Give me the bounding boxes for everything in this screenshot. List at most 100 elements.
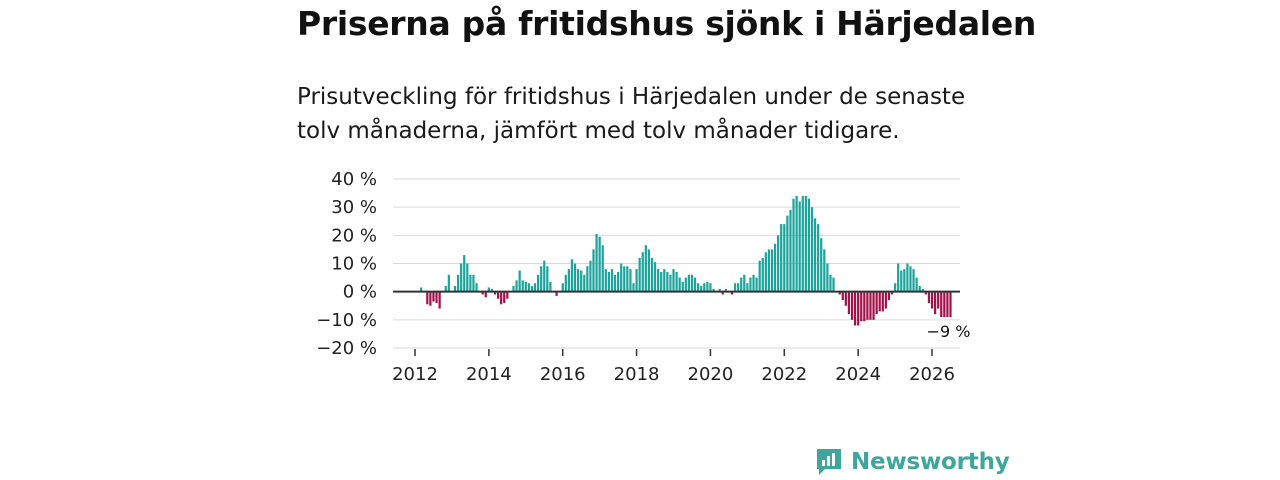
bar: [697, 283, 700, 292]
bar: [832, 277, 835, 292]
x-tick-label: 2016: [540, 364, 586, 385]
bar: [823, 249, 826, 292]
bar: [481, 291, 484, 295]
y-tick-label: −10 %: [316, 310, 377, 331]
bar: [758, 260, 761, 292]
bar: [878, 291, 881, 312]
bar: [512, 286, 515, 292]
bar: [857, 291, 860, 326]
bar: [620, 263, 623, 292]
bar: [623, 266, 626, 292]
bar: [690, 274, 694, 292]
bar: [687, 274, 691, 292]
bar: [850, 291, 854, 320]
bar: [706, 281, 709, 292]
bar: [813, 218, 817, 292]
bar: [912, 269, 915, 292]
bar: [493, 291, 497, 295]
bar: [647, 249, 650, 292]
bar: [881, 291, 884, 312]
bar: [844, 291, 847, 306]
bar: [669, 274, 672, 292]
bar: [521, 280, 524, 292]
bar: [869, 291, 872, 320]
bar: [589, 260, 592, 292]
bar: [573, 263, 577, 292]
bar: [693, 277, 697, 292]
bar: [484, 291, 487, 298]
bar: [549, 281, 552, 292]
bar: [786, 215, 789, 292]
bar: [893, 283, 897, 292]
bar: [610, 269, 614, 292]
x-tick-label: 2018: [614, 364, 660, 385]
bar: [456, 274, 460, 292]
x-tick-label: 2024: [835, 364, 881, 385]
bar: [737, 283, 740, 292]
chart-subtitle: Prisutveckling för fritidshus i Härjedal…: [297, 84, 966, 144]
bar: [543, 260, 546, 292]
bar: [567, 269, 570, 292]
bar: [429, 291, 432, 306]
y-tick-label: 0 %: [343, 282, 377, 303]
bar: [469, 274, 472, 292]
bar: [921, 288, 924, 292]
bar: [644, 245, 647, 292]
bar: [518, 270, 521, 292]
x-tick-label: 2014: [466, 364, 512, 385]
bar: [432, 291, 435, 302]
bar: [777, 235, 780, 292]
y-axis: 40 % 30 % 20 % 10 % 0 % −10 % −20 %: [316, 169, 377, 359]
y-tick-label: 20 %: [331, 225, 377, 246]
bar: [875, 291, 878, 315]
bar: [773, 243, 777, 292]
chart-title: Priserna på fritidshus sjönk i Härjedale…: [297, 4, 1037, 43]
bar: [506, 291, 509, 299]
bar: [453, 286, 457, 292]
x-tick-label: 2026: [909, 364, 955, 385]
bar: [930, 291, 934, 309]
bar: [555, 291, 558, 296]
bars: [420, 195, 952, 326]
bar: [617, 271, 620, 292]
bar: [613, 274, 617, 292]
bar: [841, 291, 844, 301]
bar: [933, 291, 937, 315]
bar: [792, 198, 795, 292]
bar: [721, 291, 724, 295]
bar: [860, 291, 863, 322]
bar: [635, 269, 638, 292]
bar: [807, 198, 811, 292]
bar: [872, 291, 875, 320]
bar: [595, 233, 598, 292]
bar: [577, 269, 580, 292]
bar: [672, 269, 675, 292]
bar: [527, 283, 530, 292]
bar: [829, 274, 832, 292]
bar: [601, 245, 604, 292]
bar: [943, 291, 946, 318]
bar: [780, 224, 783, 292]
bar: [866, 291, 869, 320]
bar: [607, 271, 610, 292]
bar: [927, 291, 931, 303]
bar: [653, 262, 657, 292]
bar: [798, 201, 801, 292]
newsworthy-logo-icon: [817, 449, 841, 475]
bar: [863, 291, 866, 322]
last-value-annotation: −9 %: [927, 322, 971, 341]
bar: [641, 252, 644, 292]
bar: [847, 291, 851, 315]
bar: [761, 257, 764, 292]
bar: [463, 255, 466, 292]
grid-lines: [393, 178, 960, 349]
bar: [561, 283, 564, 292]
bar: [650, 257, 654, 292]
bar: [946, 291, 949, 318]
x-axis: 2012 2014 2016 2018 2020 2022 2024 2026: [392, 349, 955, 385]
bar: [817, 224, 820, 292]
newsworthy-logo[interactable]: Newsworthy: [815, 446, 1010, 478]
bar: [909, 266, 912, 292]
bar: [949, 291, 952, 318]
bar: [764, 252, 767, 292]
